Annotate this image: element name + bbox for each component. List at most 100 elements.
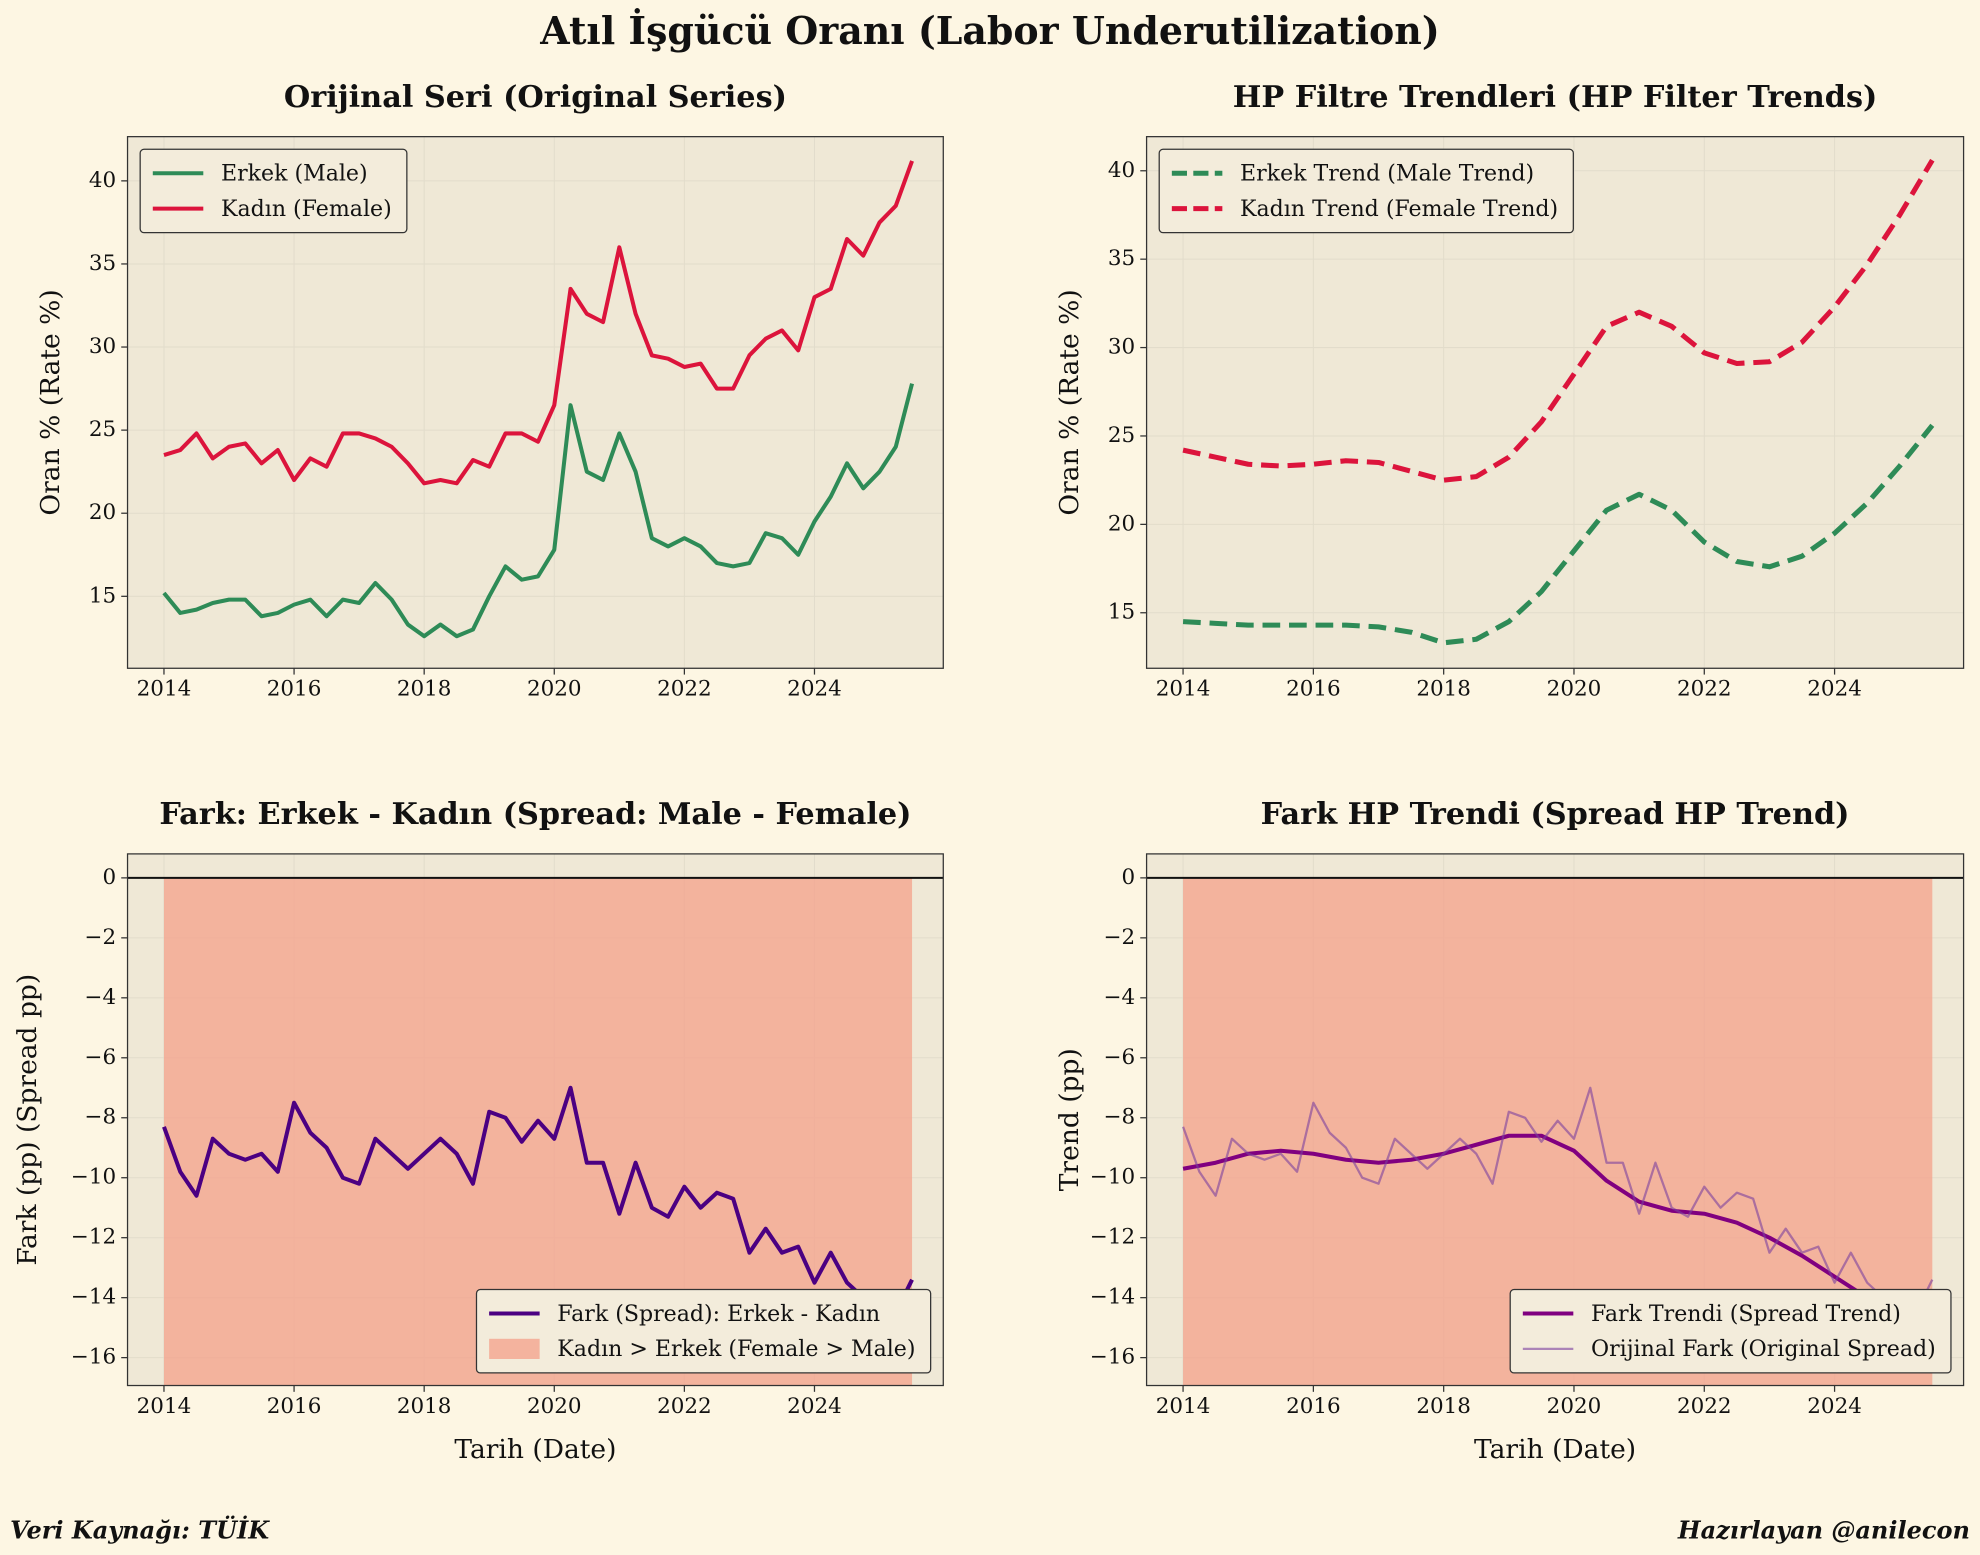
x-tick-label: 2018: [1416, 1394, 1471, 1419]
y-tick-label: 30: [89, 334, 116, 359]
series-line: [1182, 1133, 1933, 1327]
series-line: [162, 1085, 914, 1330]
x-axis-label: Tarih (Date): [1474, 1434, 1636, 1465]
y-tick-label: −6: [1104, 1045, 1136, 1070]
y-axis-label: Fark (pp) (Spread pp): [12, 974, 43, 1266]
y-tick-label: −10: [71, 1165, 116, 1190]
y-tick-label: 35: [89, 251, 116, 276]
legend: Fark (Spread): Erkek - Kadın Kadın > Erke…: [475, 1288, 932, 1374]
y-tick-label: −2: [85, 925, 117, 950]
x-tick-label: 2018: [397, 1394, 452, 1419]
x-tick-label: 2014: [1156, 677, 1211, 702]
series-line: [1181, 1086, 1934, 1329]
x-tick-label: 2016: [267, 677, 322, 702]
x-tick-label: 2020: [1547, 1394, 1602, 1419]
y-tick-label: 15: [89, 583, 116, 608]
x-tick-label: 2016: [1286, 1394, 1341, 1419]
y-tick-label: 30: [1108, 335, 1135, 360]
y-tick-label: −12: [71, 1225, 116, 1250]
legend-swatch: [489, 1338, 540, 1359]
x-tick-label: 2014: [137, 677, 192, 702]
x-tick-label: 2018: [1416, 677, 1471, 702]
legend-box: [1509, 1288, 1952, 1374]
y-tick-label: 20: [89, 500, 116, 525]
plot-frame: [1145, 853, 1965, 1387]
y-tick-label: −14: [1090, 1285, 1135, 1310]
series-line: [163, 160, 914, 486]
legend-label: Fark Trendi (Spread Trend): [1591, 1301, 1901, 1327]
y-tick-label: −8: [1104, 1105, 1136, 1130]
legend-label: Orijinal Fark (Original Spread): [1591, 1336, 1936, 1362]
subplot: HP Filtre Trendleri (HP Filter Trends) Or…: [1054, 80, 1965, 702]
y-tick-label: 25: [1108, 423, 1135, 448]
y-tick-label: 25: [89, 417, 116, 442]
y-tick-label: −12: [1090, 1225, 1135, 1250]
legend-label: Kadın Trend (Female Trend): [1240, 196, 1558, 222]
source-note: Veri Kaynağı: TÜİK: [10, 1514, 270, 1544]
x-tick-label: 2020: [527, 1394, 582, 1419]
plot-frame: [1145, 136, 1965, 669]
x-tick-label: 2024: [787, 677, 842, 702]
series-line: [162, 383, 915, 639]
y-tick-label: −10: [1090, 1165, 1135, 1190]
legend-label: Kadın (Female): [221, 196, 392, 222]
plot-frame: [126, 136, 944, 669]
legend-box: [139, 148, 408, 234]
series-line: [1182, 158, 1935, 483]
y-tick-label: 40: [89, 168, 116, 193]
x-tick-label: 2024: [1807, 1394, 1862, 1419]
x-tick-label: 2014: [137, 1394, 192, 1419]
y-tick-label: 15: [1108, 600, 1135, 625]
subplot: Fark HP Trendi (Spread HP Trend) Trend (p…: [1054, 797, 1965, 1465]
y-tick-label: 0: [1122, 865, 1136, 890]
y-tick-label: −16: [1090, 1345, 1135, 1370]
x-tick-label: 2024: [787, 1394, 842, 1419]
legend-label: Kadın > Erkek (Female > Male): [557, 1336, 915, 1362]
y-tick-label: −16: [71, 1345, 116, 1370]
y-tick-label: −8: [85, 1105, 117, 1130]
y-axis-label: Oran % (Rate %): [1054, 289, 1085, 515]
plot-frame: [126, 853, 944, 1387]
x-tick-label: 2022: [1677, 1394, 1732, 1419]
y-tick-label: −6: [85, 1045, 117, 1070]
legend: Erkek (Male) Kadın (Female): [139, 148, 408, 234]
y-tick-label: −2: [1104, 925, 1136, 950]
y-axis-label: Trend (pp): [1054, 1048, 1085, 1191]
x-tick-label: 2018: [397, 677, 452, 702]
x-tick-label: 2014: [1156, 1394, 1211, 1419]
legend-box: [475, 1288, 932, 1374]
y-tick-label: 35: [1108, 246, 1135, 271]
x-tick-label: 2022: [657, 677, 712, 702]
figure-title: Atıl İşgücü Oranı (Labor Underutilizatio…: [539, 8, 1440, 53]
x-tick-label: 2022: [657, 1394, 712, 1419]
y-tick-label: 0: [103, 865, 117, 890]
legend: Erkek Trend (Male Trend) Kadın Trend (Fem…: [1158, 148, 1574, 234]
legend: Fark Trendi (Spread Trend) Orijinal Fark …: [1509, 1288, 1952, 1374]
y-tick-label: −4: [1104, 985, 1136, 1010]
y-axis-label: Oran % (Rate %): [35, 289, 66, 515]
legend-label: Erkek Trend (Male Trend): [1240, 161, 1534, 187]
y-tick-label: 40: [1108, 158, 1135, 183]
subplot-title: Orijinal Seri (Original Series): [284, 80, 787, 115]
x-tick-label: 2024: [1807, 677, 1862, 702]
series-line: [1182, 423, 1935, 646]
x-tick-label: 2022: [1677, 677, 1732, 702]
subplot: Fark: Erkek - Kadın (Spread: Male - Fema…: [12, 797, 944, 1465]
x-tick-label: 2016: [1286, 677, 1341, 702]
subplot-title: Fark HP Trendi (Spread HP Trend): [1261, 797, 1850, 832]
y-tick-label: −14: [71, 1285, 116, 1310]
subplot-title: Fark: Erkek - Kadın (Spread: Male - Fema…: [159, 797, 911, 832]
y-tick-label: 20: [1108, 511, 1135, 536]
y-tick-label: −4: [85, 985, 117, 1010]
author-note: Hazırlayan @anilecon: [1677, 1515, 1970, 1544]
x-tick-label: 2020: [527, 677, 582, 702]
subplot-title: HP Filtre Trendleri (HP Filter Trends): [1233, 80, 1878, 115]
x-tick-label: 2020: [1547, 677, 1602, 702]
subplot: Orijinal Seri (Original Series) Oran % (R…: [35, 80, 944, 702]
legend-box: [1158, 148, 1574, 234]
legend-label: Fark (Spread): Erkek - Kadın: [557, 1301, 880, 1327]
legend-label: Erkek (Male): [221, 161, 368, 187]
x-axis-label: Tarih (Date): [454, 1434, 616, 1465]
